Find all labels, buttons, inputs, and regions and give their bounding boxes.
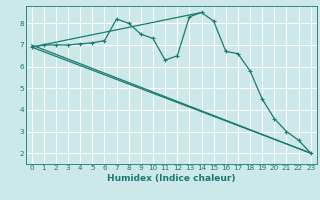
X-axis label: Humidex (Indice chaleur): Humidex (Indice chaleur) — [107, 174, 236, 183]
